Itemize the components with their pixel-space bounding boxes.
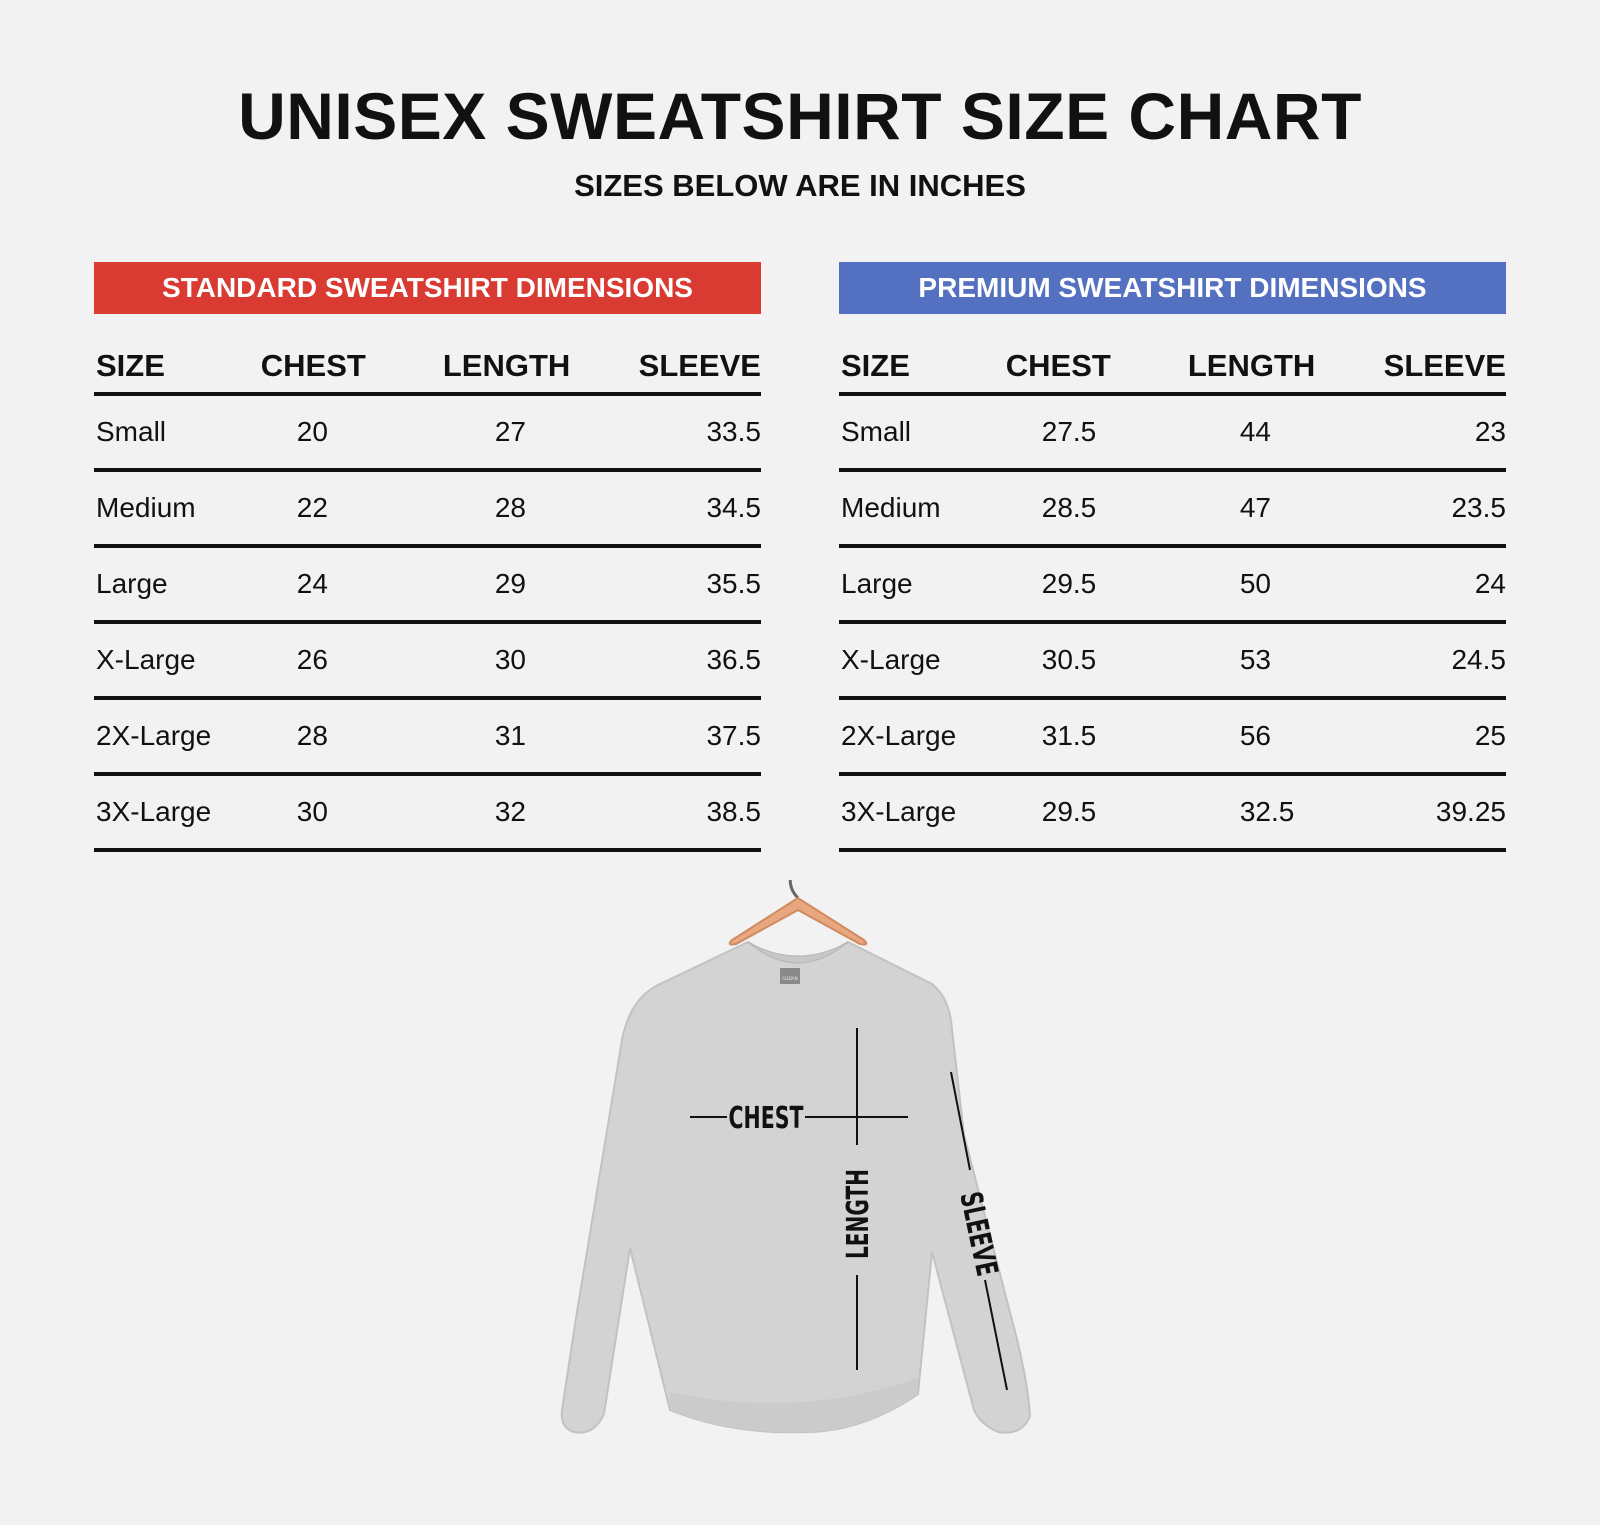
- standard-column-headers: SIZE CHEST LENGTH SLEEVE: [94, 340, 761, 396]
- column-header-length: LENGTH: [1187, 348, 1316, 383]
- chest-label: CHEST: [729, 1101, 804, 1136]
- neck-ribbing: [747, 941, 849, 964]
- length-cell: 56: [1239, 720, 1271, 751]
- length-cell: 27: [494, 416, 526, 447]
- table-row: 2X-Large 28 31 37.5: [94, 700, 761, 776]
- table-row: Large 29.5 50 24: [839, 548, 1506, 624]
- sleeve-cell: 23: [1474, 416, 1506, 447]
- sleeve-cell: 37.5: [706, 720, 761, 751]
- standard-table-banner: STANDARD SWEATSHIRT DIMENSIONS: [94, 262, 761, 314]
- chest-cell: 28.5: [1041, 492, 1097, 523]
- table-row: Medium 28.5 47 23.5: [839, 472, 1506, 548]
- chest-cell: 30.5: [1041, 644, 1097, 675]
- size-cell: Large: [841, 568, 913, 599]
- size-cell: Medium: [841, 492, 941, 523]
- sleeve-cell: 24.5: [1451, 644, 1506, 675]
- table-row: X-Large 30.5 53 24.5: [839, 624, 1506, 700]
- length-label: LENGTH: [841, 1169, 876, 1259]
- size-cell: Large: [96, 568, 168, 599]
- length-cell: 28: [494, 492, 526, 523]
- size-cell: 3X-Large: [841, 796, 957, 827]
- size-cell: 2X-Large: [96, 720, 212, 751]
- sleeve-cell: 34.5: [706, 492, 761, 523]
- sleeve-cell: 23.5: [1451, 492, 1506, 523]
- sleeve-cell: 33.5: [706, 416, 761, 447]
- table-row: Small 20 27 33.5: [94, 396, 761, 472]
- column-header-size: SIZE: [841, 348, 910, 383]
- chest-cell: 29.5: [1041, 796, 1097, 827]
- sleeve-measure-line-top: [950, 1071, 971, 1171]
- size-cell: Small: [96, 416, 167, 447]
- table-row: 2X-Large 31.5 56 25: [839, 700, 1506, 776]
- premium-table-heading: PREMIUM SWEATSHIRT DIMENSIONS: [918, 272, 1427, 303]
- svg-text:GILDAN: GILDAN: [782, 976, 797, 981]
- table-row: 3X-Large 29.5 32.5 39.25: [839, 776, 1506, 852]
- standard-table-heading: STANDARD SWEATSHIRT DIMENSIONS: [162, 272, 693, 303]
- length-cell: 30: [494, 644, 526, 675]
- column-header-chest: CHEST: [260, 348, 366, 383]
- sweatshirt-measurement-diagram: GILDAN CHEST LENGTH SLEEVE: [560, 870, 1060, 1480]
- length-cell: 50: [1239, 568, 1271, 599]
- length-cell: 32: [494, 796, 526, 827]
- sleeve-cell: 35.5: [706, 568, 761, 599]
- length-cell: 32.5: [1239, 796, 1295, 827]
- table-row: 3X-Large 30 32 38.5: [94, 776, 761, 852]
- length-cell: 53: [1239, 644, 1271, 675]
- sleeve-measure-line-bottom: [984, 1279, 1008, 1391]
- sleeve-cell: 24: [1474, 568, 1506, 599]
- size-cell: X-Large: [841, 644, 941, 675]
- table-row: X-Large 26 30 36.5: [94, 624, 761, 700]
- size-cell: 3X-Large: [96, 796, 212, 827]
- page-subtitle: SIZES BELOW ARE IN INCHES: [574, 168, 1026, 203]
- premium-table-banner: PREMIUM SWEATSHIRT DIMENSIONS: [839, 262, 1506, 314]
- table-row: Small 27.5 44 23: [839, 396, 1506, 472]
- sweatshirt-on-hanger-illustration: GILDAN CHEST LENGTH SLEEVE: [560, 870, 1032, 1434]
- sleeve-cell: 39.25: [1435, 796, 1506, 827]
- chest-cell: 20: [296, 416, 328, 447]
- sleeve-cell: 25: [1474, 720, 1506, 751]
- page-title: UNISEX SWEATSHIRT SIZE CHART: [238, 79, 1362, 153]
- chest-cell: 24: [296, 568, 328, 599]
- waistband: [670, 1378, 918, 1433]
- chest-cell: 31.5: [1041, 720, 1097, 751]
- size-cell: 2X-Large: [841, 720, 957, 751]
- chest-cell: 22: [296, 492, 328, 523]
- table-row: Large 24 29 35.5: [94, 548, 761, 624]
- standard-size-table: STANDARD SWEATSHIRT DIMENSIONS SIZE CHES…: [94, 262, 761, 852]
- size-cell: Small: [841, 416, 912, 447]
- premium-size-table: PREMIUM SWEATSHIRT DIMENSIONS SIZE CHEST…: [839, 262, 1506, 852]
- hanger-icon: [728, 870, 868, 946]
- length-cell: 29: [494, 568, 526, 599]
- chest-cell: 29.5: [1041, 568, 1097, 599]
- length-cell: 47: [1239, 492, 1271, 523]
- column-header-sleeve: SLEEVE: [1383, 348, 1506, 383]
- length-cell: 44: [1239, 416, 1271, 447]
- column-header-size: SIZE: [96, 348, 165, 383]
- sleeve-cell: 38.5: [706, 796, 761, 827]
- chest-cell: 30: [296, 796, 328, 827]
- column-header-length: LENGTH: [442, 348, 571, 383]
- table-row: Medium 22 28 34.5: [94, 472, 761, 548]
- column-header-chest: CHEST: [1005, 348, 1111, 383]
- chest-cell: 28: [296, 720, 328, 751]
- sweatshirt-body: [560, 940, 1032, 1434]
- size-cell: Medium: [96, 492, 196, 523]
- chest-cell: 26: [296, 644, 328, 675]
- premium-column-headers: SIZE CHEST LENGTH SLEEVE: [839, 340, 1506, 396]
- chest-cell: 27.5: [1041, 416, 1097, 447]
- column-header-sleeve: SLEEVE: [638, 348, 761, 383]
- length-cell: 31: [494, 720, 526, 751]
- neck-label-icon: GILDAN: [780, 968, 800, 984]
- size-cell: X-Large: [96, 644, 196, 675]
- sleeve-cell: 36.5: [706, 644, 761, 675]
